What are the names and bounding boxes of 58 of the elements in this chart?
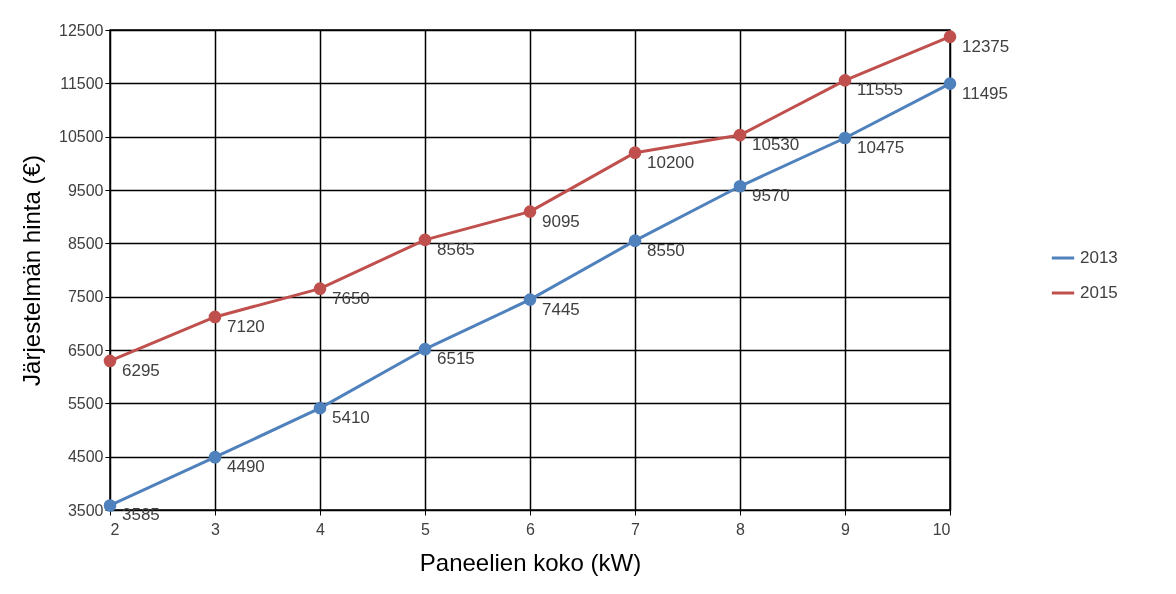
legend-label: 2015 xyxy=(1080,283,1118,302)
y-tick-label: 9500 xyxy=(67,181,104,199)
point xyxy=(523,205,537,218)
point xyxy=(313,401,327,415)
y-tick-label: 3500 xyxy=(67,501,104,519)
point xyxy=(418,233,432,247)
data-label: 10475 xyxy=(857,138,905,157)
data-label: 8565 xyxy=(437,239,475,259)
point xyxy=(523,293,537,306)
data-label: 10530 xyxy=(752,135,800,155)
data-label: 10200 xyxy=(647,152,695,172)
data-label: 7445 xyxy=(542,299,580,319)
x-tick-label: 3 xyxy=(211,520,221,538)
y-tick-label: 8500 xyxy=(67,234,104,252)
point xyxy=(733,128,747,142)
data-label: 11495 xyxy=(962,83,1009,103)
x-tick-label: 5 xyxy=(421,520,431,538)
x-tick-label: 10 xyxy=(932,520,951,538)
data-label: 9570 xyxy=(752,186,790,206)
data-label: 8550 xyxy=(647,240,685,260)
point xyxy=(208,310,222,324)
data-label: 7120 xyxy=(227,316,265,336)
x-tick-label: 6 xyxy=(526,520,536,538)
point xyxy=(628,146,642,159)
point xyxy=(103,354,117,368)
x-tick-label: 8 xyxy=(736,520,746,538)
point xyxy=(418,342,432,356)
y-tick-label: 10500 xyxy=(59,128,104,146)
data-label: 11555 xyxy=(857,80,904,100)
point xyxy=(628,234,642,247)
y-tick-label: 6500 xyxy=(67,341,104,359)
point xyxy=(313,282,327,295)
point xyxy=(838,74,852,87)
data-label: 5410 xyxy=(332,408,370,428)
y-axis-title: Järjestelmän hinta (€) xyxy=(18,155,46,386)
y-tick-label: 5500 xyxy=(67,394,104,412)
point xyxy=(943,77,957,90)
x-tick-label: 7 xyxy=(631,520,641,538)
point xyxy=(838,131,852,145)
y-tick-label: 4500 xyxy=(67,448,104,466)
x-tick-label: 4 xyxy=(316,520,326,538)
data-label: 4490 xyxy=(227,457,265,477)
data-label: 9095 xyxy=(542,211,580,231)
y-tick-label: 11500 xyxy=(60,74,104,92)
data-label: 12375 xyxy=(962,36,1010,56)
data-label: 3585 xyxy=(122,505,160,525)
y-tick-label: 7500 xyxy=(67,288,104,306)
legend-label: 2013 xyxy=(1080,248,1118,267)
point xyxy=(208,450,222,464)
x-tick-label: 2 xyxy=(110,520,120,538)
data-label: 6295 xyxy=(122,360,160,380)
data-label: 6515 xyxy=(437,349,475,369)
x-axis-title: Paneelien koko (kW) xyxy=(419,548,642,576)
point xyxy=(733,179,747,193)
x-tick-label: 9 xyxy=(841,520,851,538)
point xyxy=(103,499,117,512)
point xyxy=(943,30,957,43)
y-tick-label: 12500 xyxy=(59,21,104,39)
